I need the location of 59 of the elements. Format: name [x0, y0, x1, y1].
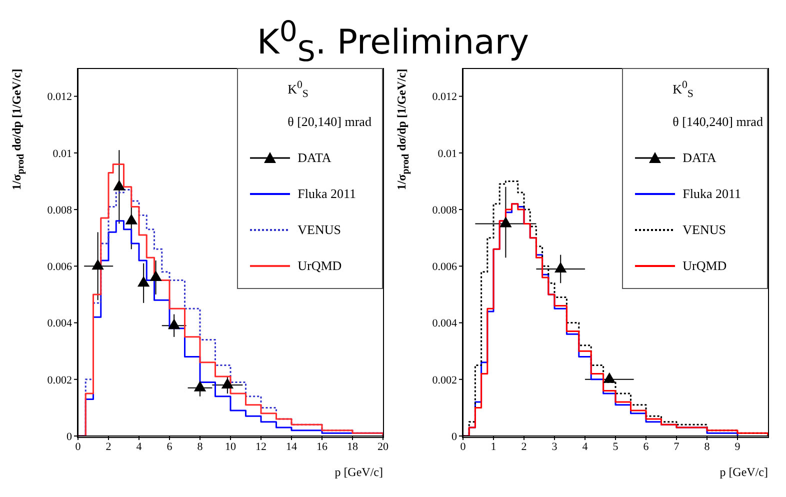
- y-tick-label: 0.008: [432, 204, 458, 216]
- x-tick-label: 16: [316, 440, 328, 453]
- legend-label: VENUS: [682, 222, 726, 238]
- legend-label: DATA: [682, 150, 716, 166]
- x-tick-label: 20: [378, 440, 389, 453]
- legend-label: UrQMD: [298, 258, 342, 274]
- point: [194, 380, 206, 392]
- y-tick-label: 0.008: [47, 204, 72, 216]
- x-tick-label: 4: [582, 440, 588, 453]
- x-tick-label: 14: [286, 440, 298, 453]
- x-tick-label: 9: [734, 440, 741, 453]
- y-tick-label: 0.004: [432, 318, 458, 330]
- x-tick-label: 8: [197, 440, 204, 453]
- x-axis-title: p [GeV/c]: [334, 465, 383, 480]
- x-tick-label: 5: [612, 440, 619, 453]
- x-tick-label: 7: [674, 440, 680, 453]
- x-tick-label: 8: [704, 440, 710, 453]
- legend-label: UrQMD: [682, 258, 727, 274]
- y-tick-label: 0.004: [47, 318, 72, 330]
- x-tick-label: 18: [347, 440, 358, 453]
- point: [554, 262, 567, 272]
- point: [92, 259, 104, 270]
- annotation: θ [140,240] mrad: [672, 114, 763, 130]
- y-tick-label: 0.006: [432, 261, 458, 274]
- x-tick-label: 2: [106, 440, 112, 453]
- y-tick-label: 0.012: [432, 91, 457, 104]
- y-tick-label: 0.002: [47, 374, 72, 386]
- annotation: θ [20,140] mrad: [288, 114, 372, 130]
- y-tick-label: 0: [66, 430, 72, 443]
- y-tick-label: 0.012: [47, 91, 72, 104]
- point: [125, 214, 138, 224]
- x-tick-label: 6: [166, 440, 173, 453]
- point: [603, 372, 616, 383]
- legend-label: VENUS: [298, 222, 341, 238]
- point: [150, 270, 162, 281]
- point: [221, 378, 234, 389]
- x-tick-label: 4: [136, 440, 142, 453]
- legend-label: Fluka 2011: [298, 186, 356, 202]
- y-tick-label: 0.01: [438, 148, 457, 160]
- chart-title: K$^{0}$$_{S}$. Preliminary: [256, 14, 530, 68]
- legend-label: Fluka 2011: [682, 186, 741, 202]
- x-tick-label: 2: [521, 440, 527, 453]
- x-tick-label: 1: [490, 440, 496, 453]
- x-tick-label: 3: [552, 440, 558, 453]
- x-tick-label: 10: [225, 440, 236, 453]
- x-axis-title: p [GeV/c]: [720, 465, 768, 480]
- y-tick-label: 0.01: [52, 148, 72, 160]
- point: [168, 318, 180, 330]
- legend-label: DATA: [298, 150, 332, 166]
- x-tick-label: 0: [75, 440, 82, 453]
- x-tick-label: 12: [256, 440, 266, 453]
- x-tick-label: 6: [643, 440, 650, 453]
- y-tick-label: 0.006: [47, 261, 72, 274]
- y-tick-label: 0.002: [432, 374, 457, 386]
- x-tick-label: 0: [460, 440, 466, 453]
- y-tick-label: 0: [452, 430, 458, 443]
- point: [137, 276, 150, 287]
- point: [500, 216, 512, 228]
- point: [113, 180, 126, 190]
